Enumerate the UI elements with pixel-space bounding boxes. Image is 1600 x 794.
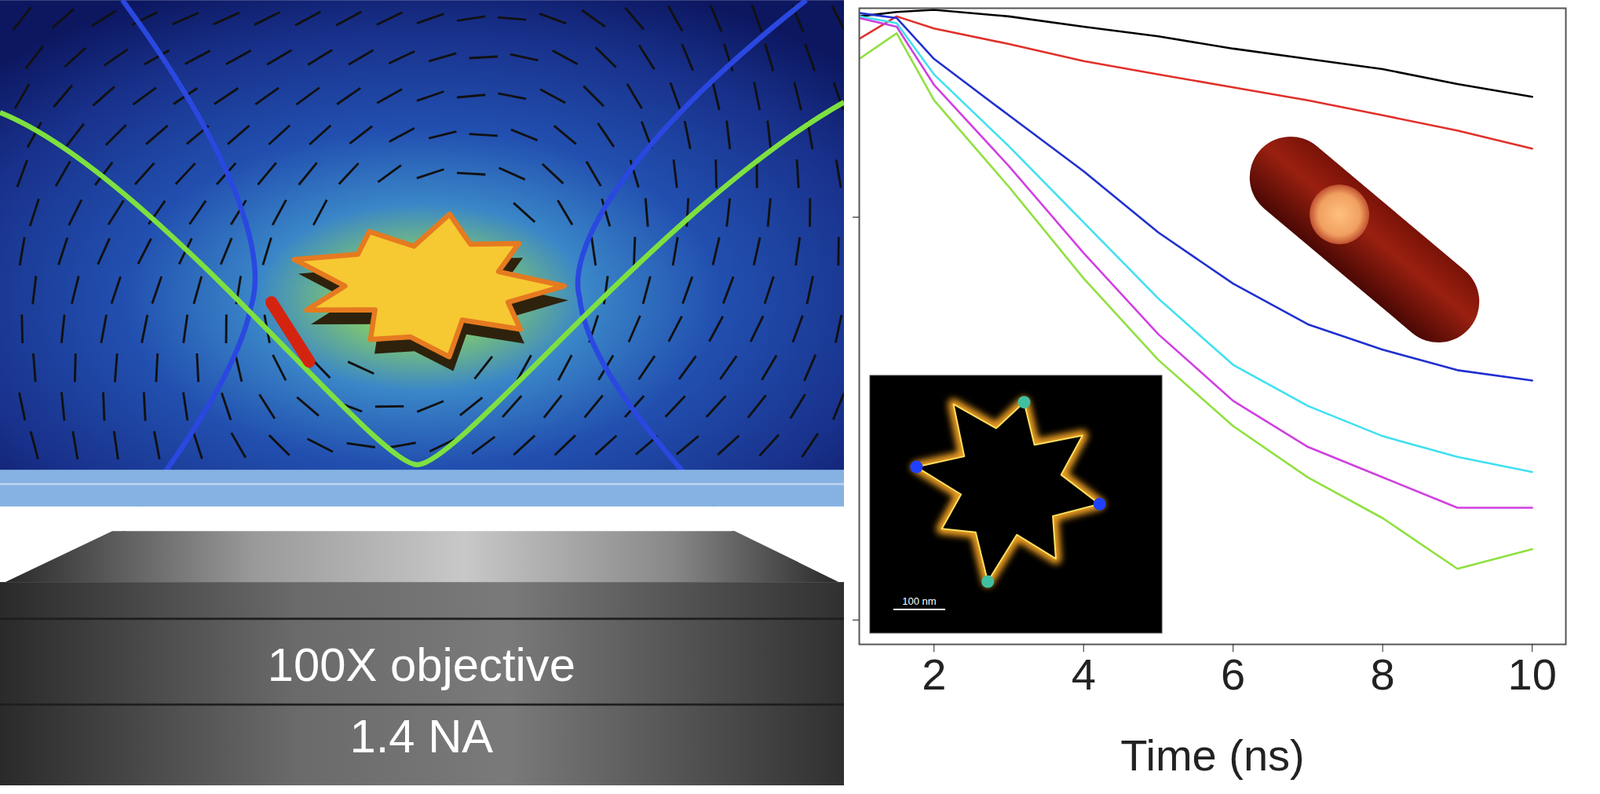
- svg-text:1.4 NA: 1.4 NA: [349, 709, 494, 763]
- svg-text:6: 6: [1220, 649, 1246, 699]
- svg-text:4: 4: [1071, 649, 1096, 699]
- svg-text:100X objective: 100X objective: [267, 638, 576, 691]
- svg-text:100 nm: 100 nm: [902, 595, 936, 607]
- svg-text:2: 2: [921, 649, 947, 699]
- svg-text:Time (ns): Time (ns): [1120, 730, 1305, 780]
- svg-text:10: 10: [1507, 649, 1557, 699]
- svg-text:8: 8: [1370, 649, 1396, 699]
